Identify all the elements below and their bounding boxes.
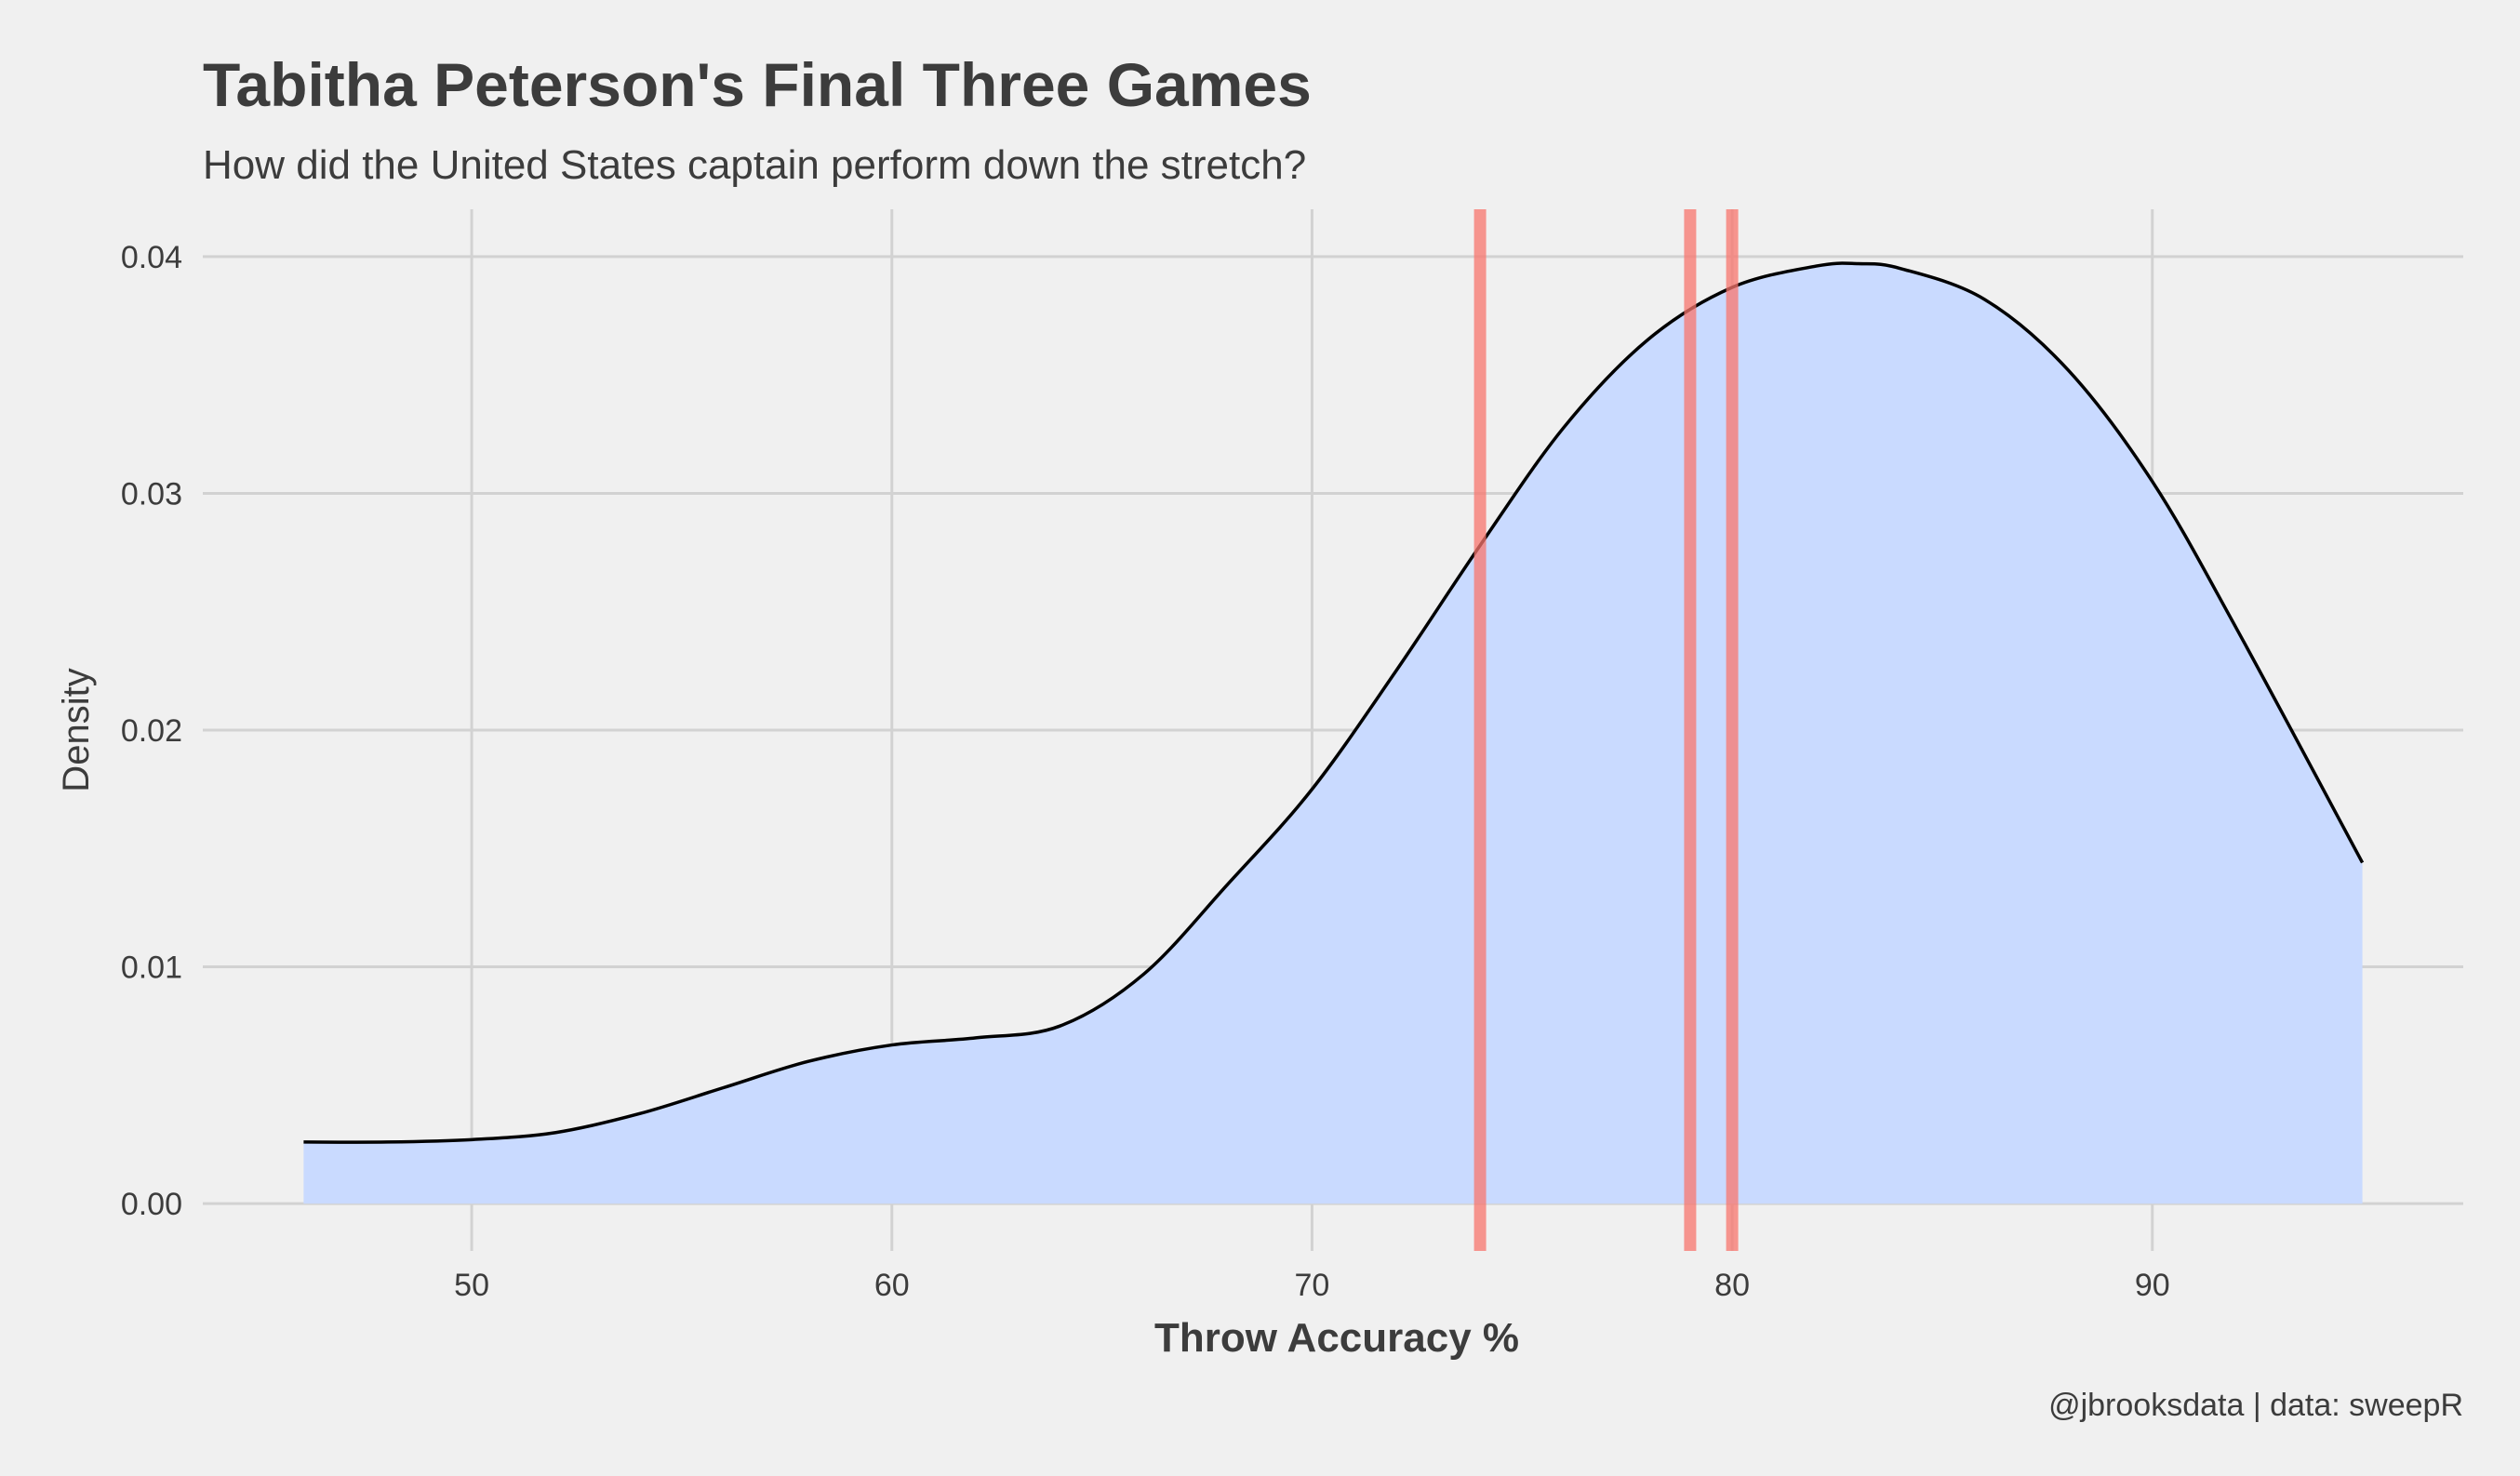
chart-title: Tabitha Peterson's Final Three Games [203, 50, 1312, 119]
density-area [303, 261, 2365, 1204]
chart-subtitle: How did the United States captain perfor… [203, 142, 1306, 188]
y-tick-label: 0.03 [121, 476, 182, 512]
y-axis-ticks: 0.00 0.01 0.02 0.03 0.04 [121, 240, 182, 1222]
x-tick-label: 90 [2135, 1268, 2170, 1303]
density-line [303, 261, 2365, 1144]
y-tick-label: 0.04 [121, 240, 182, 275]
chart-caption: @jbrooksdata | data: sweepR [2048, 1388, 2463, 1423]
y-tick-label: 0.00 [121, 1187, 182, 1222]
x-tick-label: 60 [874, 1268, 910, 1303]
y-axis-title: Density [56, 668, 97, 791]
reference-lines [1473, 209, 1739, 1251]
x-tick-label: 50 [454, 1268, 489, 1303]
x-tick-label: 70 [1295, 1268, 1330, 1303]
x-axis-title: Throw Accuracy % [1154, 1315, 1519, 1361]
y-tick-label: 0.01 [121, 951, 182, 986]
density-fill [303, 263, 2363, 1204]
x-axis-ticks: 50 60 70 80 90 [454, 1268, 2170, 1303]
y-tick-label: 0.02 [121, 713, 182, 749]
x-tick-label: 80 [1714, 1268, 1750, 1303]
